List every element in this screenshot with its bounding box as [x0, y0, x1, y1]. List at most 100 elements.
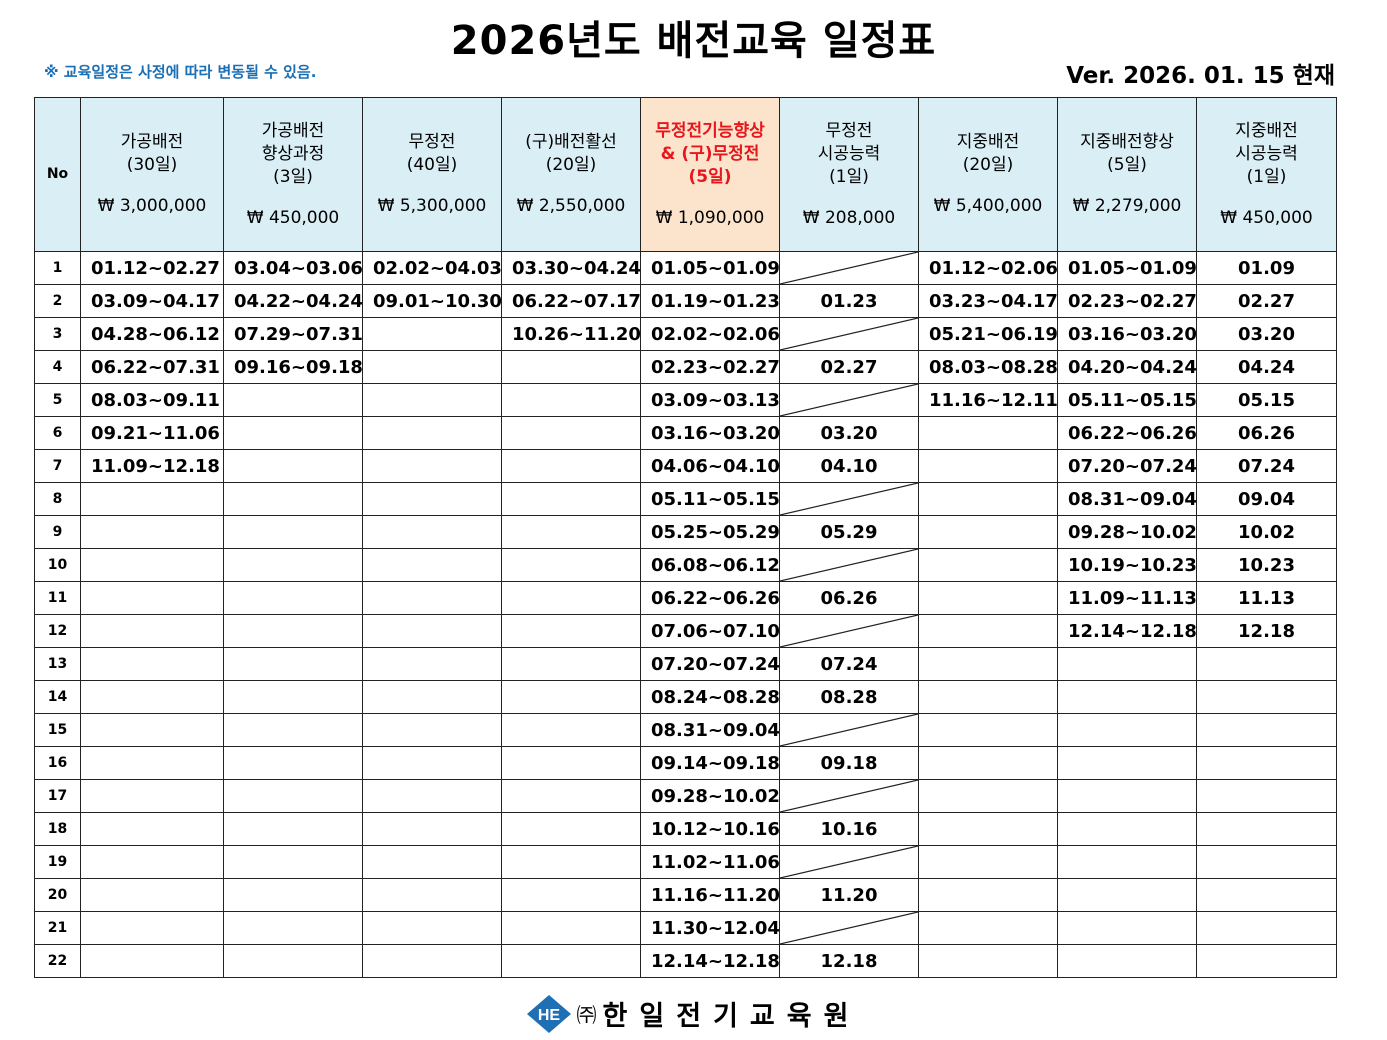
course-name: 가공배전 (30일): [120, 132, 184, 175]
schedule-cell: 10.16: [779, 812, 919, 846]
no-session-slash-cell: [779, 614, 919, 648]
schedule-cell: [223, 449, 363, 483]
schedule-change-notice: ※ 교육일정은 사정에 따라 변동될 수 있음.: [44, 63, 317, 81]
schedule-cell: 07.06~07.10: [640, 614, 780, 648]
schedule-cell: [362, 548, 502, 582]
schedule-cell: [362, 614, 502, 648]
schedule-cell: [1196, 845, 1337, 879]
schedule-cell: 04.24: [1196, 350, 1337, 384]
schedule-cell: [918, 713, 1058, 747]
schedule-cell: [362, 746, 502, 780]
schedule-cell: [501, 812, 641, 846]
row-number: 22: [34, 944, 81, 978]
schedule-cell: 06.22~06.26: [1057, 416, 1197, 450]
he-diamond-logo-icon: HE: [526, 994, 571, 1033]
schedule-cell: 08.31~09.04: [1057, 482, 1197, 516]
schedule-cell: [501, 944, 641, 978]
schedule-cell: [918, 845, 1058, 879]
row-number: 6: [34, 416, 81, 450]
schedule-cell: [362, 383, 502, 417]
schedule-cell: [362, 779, 502, 813]
schedule-cell: [501, 845, 641, 879]
schedule-cell: 02.27: [779, 350, 919, 384]
schedule-cell: 05.25~05.29: [640, 515, 780, 549]
svg-text:HE: HE: [537, 1007, 560, 1024]
schedule-cell: [501, 548, 641, 582]
schedule-cell: [80, 713, 224, 747]
schedule-cell: [1196, 878, 1337, 912]
schedule-cell: [362, 680, 502, 714]
course-name: 지중배전 (20일): [956, 132, 1020, 175]
schedule-cell: 11.16~11.20: [640, 878, 780, 912]
schedule-cell: 04.10: [779, 449, 919, 483]
schedule-cell: 10.26~11.20: [501, 317, 641, 351]
schedule-cell: [80, 944, 224, 978]
schedule-cell: 07.29~07.31: [223, 317, 363, 351]
schedule-cell: 06.22~07.31: [80, 350, 224, 384]
table-row: 4 06.22~07.31 09.16~09.18 02.23~02.27 02.27 0…: [34, 350, 1337, 384]
table-row: 18 10.12~10.16 10.16: [34, 812, 1337, 846]
schedule-cell: [223, 482, 363, 516]
schedule-cell: 05.11~05.15: [1057, 383, 1197, 417]
table-row: 14 08.24~08.28 08.28: [34, 680, 1337, 714]
schedule-cell: [1057, 746, 1197, 780]
schedule-cell: 02.23~02.27: [1057, 284, 1197, 318]
row-number: 20: [34, 878, 81, 912]
schedule-cell: 03.04~03.06: [223, 251, 363, 285]
row-number: 10: [34, 548, 81, 582]
course-price: ₩ 450,000: [1220, 207, 1313, 228]
schedule-cell: [362, 944, 502, 978]
course-price: ₩ 450,000: [246, 207, 340, 228]
schedule-cell: 10.23: [1196, 548, 1337, 582]
schedule-cell: [1057, 812, 1197, 846]
diagonal-slash-icon: [780, 318, 918, 350]
schedule-cell: 09.16~09.18: [223, 350, 363, 384]
schedule-cell: [80, 548, 224, 582]
schedule-cell: [918, 812, 1058, 846]
schedule-cell: [223, 383, 363, 417]
schedule-cell: [223, 944, 363, 978]
schedule-cell: [1196, 746, 1337, 780]
schedule-cell: 10.12~10.16: [640, 812, 780, 846]
corporation-mark: ㈜: [576, 1003, 597, 1027]
row-number: 7: [34, 449, 81, 483]
table-row: 8 05.11~05.15 08.31~09.04 09.04: [34, 482, 1337, 516]
schedule-cell: 08.03~09.11: [80, 383, 224, 417]
schedule-cell: 06.26: [779, 581, 919, 615]
row-number: 13: [34, 647, 81, 681]
schedule-cell: [1057, 878, 1197, 912]
organization-name: 한일전기교육원: [602, 1001, 861, 1032]
no-session-slash-cell: [779, 383, 919, 417]
table-row: 6 09.21~11.06 03.16~03.20 03.20 06.22~06.26 0…: [34, 416, 1337, 450]
column-header-1: 가공배전 (30일) ₩ 3,000,000: [80, 97, 224, 252]
schedule-cell: 01.05~01.09: [1057, 251, 1197, 285]
schedule-cell: 11.20: [779, 878, 919, 912]
schedule-cell: 01.09: [1196, 251, 1337, 285]
no-session-slash-cell: [779, 845, 919, 879]
course-price: ₩ 5,400,000: [933, 196, 1043, 216]
table-row: 10 06.08~06.12 10.19~10.23 10.23: [34, 548, 1337, 582]
course-price: ₩ 208,000: [802, 207, 896, 228]
schedule-cell: 07.24: [779, 647, 919, 681]
schedule-cell: [918, 878, 1058, 912]
schedule-cell: 11.16~12.11: [918, 383, 1058, 417]
schedule-cell: [362, 812, 502, 846]
row-number: 14: [34, 680, 81, 714]
schedule-cell: 09.21~11.06: [80, 416, 224, 450]
schedule-cell: [80, 812, 224, 846]
schedule-cell: [501, 713, 641, 747]
row-number: 4: [34, 350, 81, 384]
diagonal-slash-icon: [780, 252, 918, 284]
row-number: 5: [34, 383, 81, 417]
schedule-cell: [918, 944, 1058, 978]
schedule-cell: [223, 845, 363, 879]
schedule-cell: [80, 911, 224, 945]
schedule-cell: [501, 911, 641, 945]
schedule-cell: [362, 317, 502, 351]
schedule-cell: [362, 911, 502, 945]
schedule-cell: [501, 482, 641, 516]
row-number: 2: [34, 284, 81, 318]
row-number: 11: [34, 581, 81, 615]
schedule-cell: [223, 680, 363, 714]
schedule-cell: 03.09~04.17: [80, 284, 224, 318]
